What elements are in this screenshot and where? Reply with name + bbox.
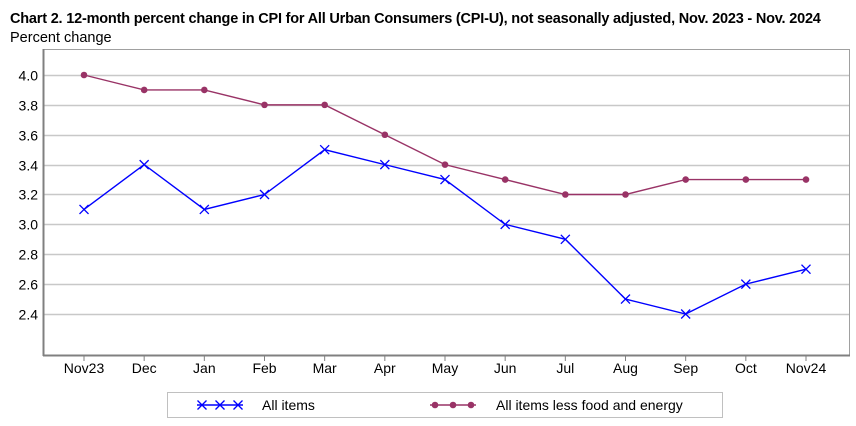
legend-marker: [215, 400, 225, 410]
legend-marker: [431, 401, 439, 409]
x-tick-label: Nov24: [786, 360, 827, 376]
y-tick-label: 2.8: [19, 247, 39, 263]
x-tick-label: May: [432, 360, 458, 376]
y-tick-label: 3.2: [19, 187, 39, 203]
data-point: [622, 191, 629, 198]
data-point: [440, 174, 450, 185]
legend-marker: [197, 400, 207, 410]
x-tick-label: Aug: [613, 360, 638, 376]
y-tick-label: 3.8: [19, 98, 39, 114]
x-tick-label: Feb: [252, 360, 276, 376]
data-point: [740, 279, 751, 290]
data-point: [501, 176, 509, 183]
data-point: [379, 159, 390, 170]
x-tick-label: Jun: [494, 360, 517, 376]
y-tick-label: 2.6: [19, 277, 39, 293]
data-point: [139, 159, 150, 170]
legend-marker: [233, 400, 243, 410]
data-point: [802, 176, 810, 183]
plot-area-border: [43, 49, 850, 356]
data-point: [259, 189, 270, 200]
gridlines: [43, 74, 850, 316]
y-tick-label: 4.0: [19, 68, 39, 84]
x-tick-label: Dec: [132, 360, 157, 376]
chart-title: Chart 2. 12-month percent change in CPI …: [10, 11, 821, 27]
y-tick-labels: 4.0 3.8 3.6 3.4 3.2 3.0 2.8 2.6 2.4: [19, 68, 39, 323]
series-line: [83, 148, 807, 315]
x-tick-label: Oct: [735, 360, 757, 376]
y-tick-label: 3.0: [19, 217, 39, 233]
data-point: [261, 101, 268, 109]
series-all-items-less-food-and-energy: [80, 71, 810, 198]
data-point: [801, 264, 811, 275]
x-tick-labels: Nov23 Dec Jan Feb Mar Apr May Jun Jul Aug Sep Oct No…: [64, 356, 827, 376]
series-all-items: [79, 144, 811, 319]
x-tick-label: Jan: [193, 360, 216, 376]
y-axis-label: Percent change: [10, 30, 112, 46]
x-tick-label: Apr: [374, 360, 396, 376]
y-tick-label: 2.4: [19, 307, 39, 323]
legend-item: All items less food and energy: [430, 397, 683, 413]
data-point: [742, 176, 750, 183]
data-point: [80, 71, 88, 79]
legend-marker: [467, 401, 475, 409]
data-point: [620, 294, 631, 305]
data-point: [500, 219, 511, 230]
legend-label: All items: [262, 397, 315, 413]
data-point: [680, 309, 691, 319]
x-tick-label: Mar: [313, 360, 337, 376]
legend: All items All items less food and energy: [167, 392, 723, 418]
data-point: [140, 86, 148, 94]
series-group: [79, 71, 811, 319]
data-point: [381, 131, 389, 139]
legend-label: All items less food and energy: [496, 397, 683, 413]
data-point: [560, 234, 571, 245]
y-tick-label: 3.4: [19, 158, 39, 174]
x-tick-label: Sep: [673, 360, 698, 376]
data-point: [199, 204, 210, 215]
legend-item: All items: [197, 397, 315, 413]
data-point: [201, 86, 208, 94]
data-point: [441, 161, 449, 168]
y-tick-label: 3.6: [19, 128, 39, 144]
data-point: [321, 101, 328, 109]
data-point: [562, 191, 569, 198]
x-tick-label: Jul: [556, 360, 574, 376]
x-tick-label: Nov23: [64, 360, 105, 376]
data-point: [682, 176, 689, 183]
legend-marker: [449, 401, 457, 409]
data-point: [79, 204, 89, 215]
data-point: [319, 144, 330, 155]
